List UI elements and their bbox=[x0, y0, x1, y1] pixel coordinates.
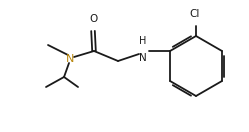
Text: O: O bbox=[89, 14, 97, 24]
Text: N: N bbox=[139, 53, 147, 63]
Text: H: H bbox=[139, 36, 147, 46]
Text: Cl: Cl bbox=[190, 9, 200, 19]
Text: N: N bbox=[66, 54, 74, 64]
